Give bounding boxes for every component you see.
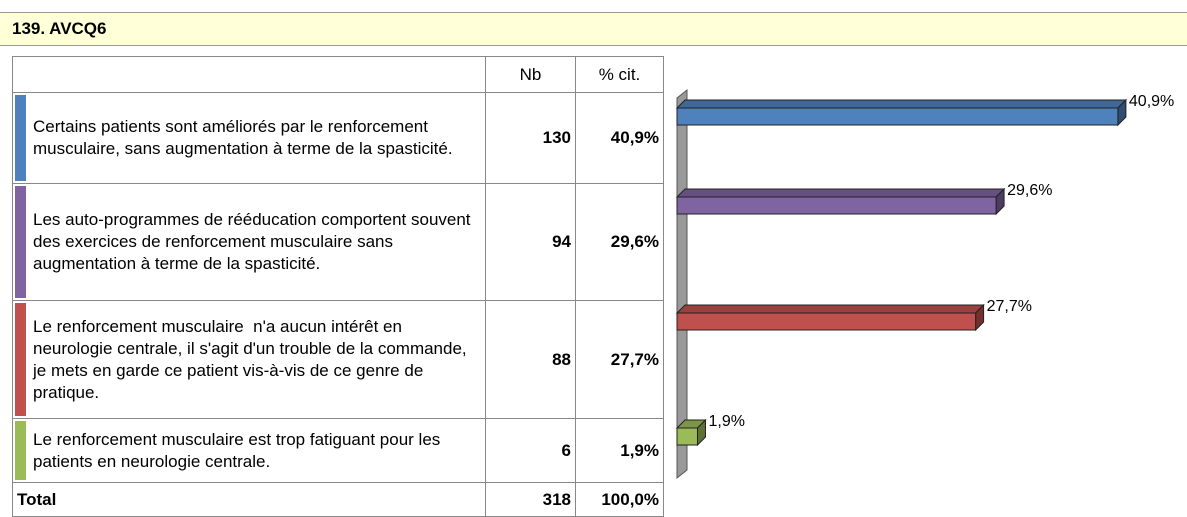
label-text: Le renforcement musculaire est trop fati…: [33, 429, 446, 471]
bar: [676, 312, 977, 331]
total-pct: 100,0%: [575, 482, 664, 517]
total-nb: 318: [485, 482, 576, 517]
row-label: Le renforcement musculaire est trop fati…: [12, 418, 486, 483]
bar-top: [675, 99, 1128, 109]
value-label: 27,7%: [987, 298, 1032, 315]
value-label: 40,9%: [1129, 93, 1174, 110]
label-text: Certains patients sont améliorés par le …: [33, 117, 453, 158]
table: Nb % cit. Certains patients sont amélior…: [12, 56, 664, 517]
color-strip: [15, 421, 26, 480]
color-strip: [15, 303, 26, 416]
value-label: 29,6%: [1007, 182, 1052, 199]
row: Certains patients sont améliorés par le …: [12, 92, 664, 184]
row-label: Les auto-programmes de rééducation compo…: [12, 183, 486, 301]
nb: 94: [485, 183, 576, 301]
bar: [676, 196, 997, 215]
row: Le renforcement musculaire n'a aucun int…: [12, 300, 664, 419]
pct: 29,6%: [575, 183, 664, 301]
nb: 6: [485, 418, 576, 483]
value-label: 1,9%: [708, 413, 744, 430]
title: 139. AVCQ6: [0, 12, 1187, 46]
pct: 27,7%: [575, 300, 664, 419]
bar: [676, 107, 1119, 126]
row-label: Le renforcement musculaire n'a aucun int…: [12, 300, 486, 419]
bar: [676, 427, 698, 446]
color-strip: [15, 95, 26, 181]
bar-top: [675, 188, 1006, 198]
axis-wall: [676, 88, 688, 480]
pct: 40,9%: [575, 92, 664, 184]
row-label: Certains patients sont améliorés par le …: [12, 92, 486, 184]
row: Les auto-programmes de rééducation compo…: [12, 183, 664, 301]
label-text: Le renforcement musculaire n'a aucun int…: [33, 316, 477, 402]
row: Le renforcement musculaire est trop fati…: [12, 418, 664, 483]
label-text: Les auto-programmes de rééducation compo…: [33, 210, 476, 273]
nb: 88: [485, 300, 576, 419]
color-strip: [15, 186, 26, 298]
bar-top: [675, 304, 985, 314]
